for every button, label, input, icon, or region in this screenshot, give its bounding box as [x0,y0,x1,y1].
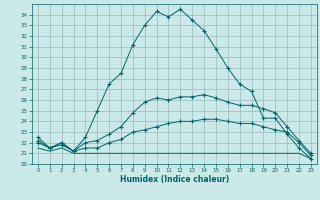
X-axis label: Humidex (Indice chaleur): Humidex (Indice chaleur) [120,175,229,184]
